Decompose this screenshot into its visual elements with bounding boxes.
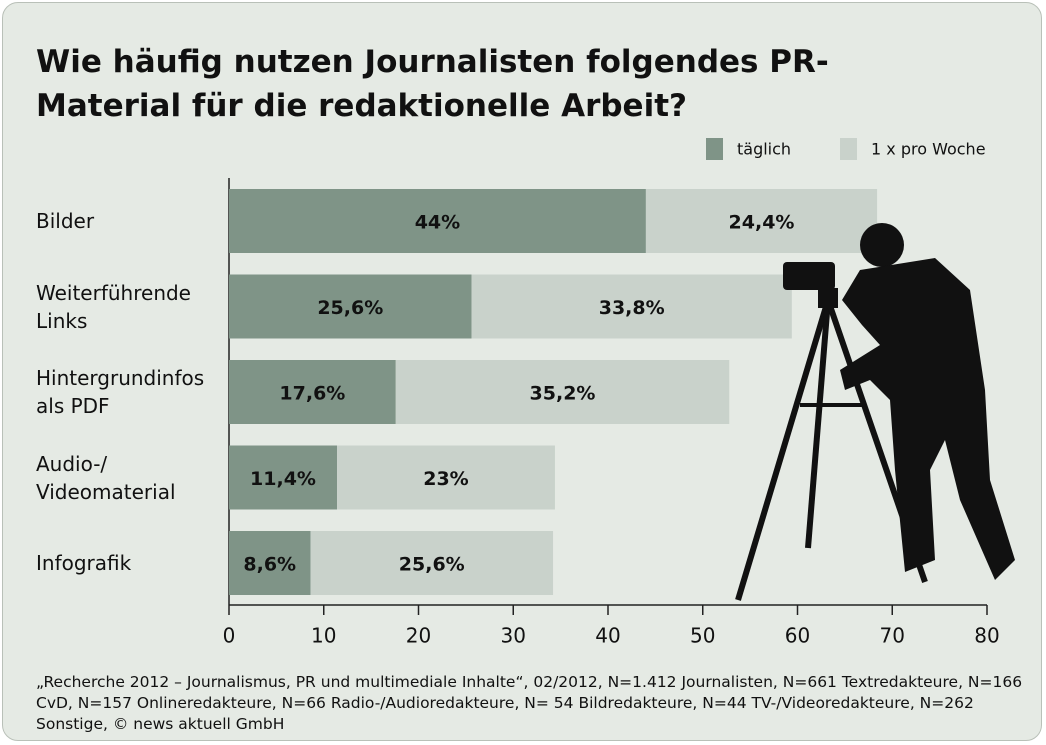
x-tick-label: 60 [785, 624, 810, 648]
category-label: Audio-/ Videomaterial [36, 451, 176, 504]
value-label: 17,6% [279, 383, 345, 405]
value-label: 35,2% [530, 383, 596, 405]
x-tick-label: 70 [880, 624, 905, 648]
value-label: 25,6% [317, 297, 383, 319]
bar-segment [471, 274, 792, 339]
legend-swatch [706, 138, 723, 160]
x-tick-label: 0 [223, 624, 236, 648]
category-label: Bilder [36, 209, 95, 233]
bar-segment [229, 360, 396, 424]
value-label: 8,6% [243, 554, 296, 576]
x-tick-label: 30 [501, 624, 526, 648]
bar-segment [229, 189, 646, 253]
bar-segment [310, 531, 554, 595]
bar-segment [645, 189, 878, 253]
category-label: Weiterführende Links [36, 280, 191, 333]
category-label: Infografik [36, 551, 132, 575]
legend-swatch [840, 138, 857, 160]
bar-segment [337, 445, 555, 510]
x-tick-label: 50 [690, 624, 715, 648]
category-label: Hintergrundinfos als PDF [36, 366, 205, 418]
bar-segment [395, 360, 730, 424]
legend-label: täglich [737, 140, 791, 159]
value-label: 44% [415, 212, 460, 234]
value-label: 24,4% [729, 212, 795, 234]
bar-segment [229, 531, 311, 595]
value-label: 33,8% [599, 297, 665, 319]
bar-segment [229, 274, 472, 339]
value-label: 25,6% [399, 554, 465, 576]
x-tick-label: 10 [311, 624, 336, 648]
chart-title: Wie häufig nutzen Journalisten folgendes… [36, 44, 829, 124]
photographer [735, 223, 1015, 601]
legend-label: 1 x pro Woche [871, 140, 986, 159]
value-label: 11,4% [250, 468, 316, 490]
x-tick-label: 20 [406, 624, 431, 648]
x-tick-label: 80 [974, 624, 999, 648]
bar-segment [229, 445, 338, 510]
x-tick-label: 40 [595, 624, 620, 648]
value-label: 23% [423, 468, 468, 490]
source-note: „Recherche 2012 – Journalismus, PR und m… [36, 673, 1023, 733]
